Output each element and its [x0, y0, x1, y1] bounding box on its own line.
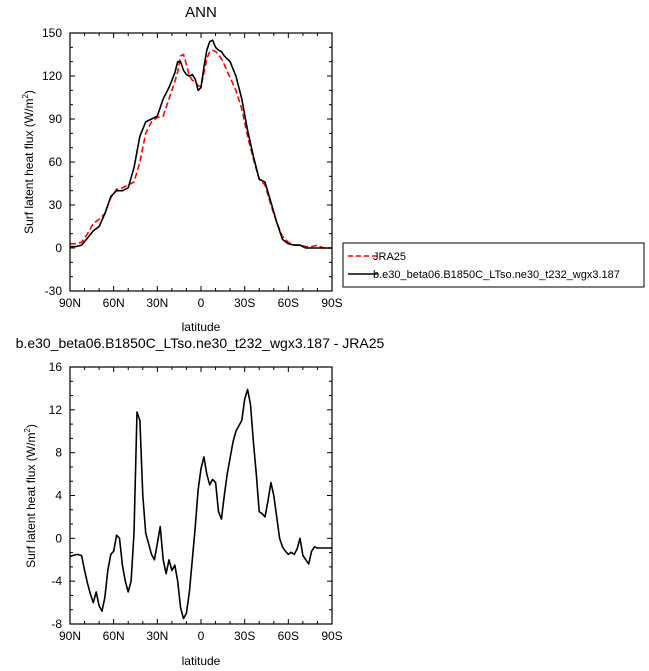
- top-y-axis-label: Surf latent heat flux (W/m2): [21, 90, 36, 234]
- top-y-tick-label: -30: [45, 284, 63, 298]
- bottom-y-axis-label: Surf latent heat flux (W/m2): [23, 424, 38, 568]
- legend-box: [342, 242, 645, 288]
- top-y-tick-label: 120: [42, 69, 62, 83]
- top-y-axis-label-close: ): [22, 90, 36, 94]
- top-y-tick-label: 30: [49, 198, 63, 212]
- bottom-y-axis-label-main: Surf latent heat flux (W/m: [24, 433, 38, 568]
- top-plot-frame: [69, 32, 333, 292]
- bottom-y-tick-label: 0: [55, 531, 62, 545]
- top-chart-title: ANN: [185, 4, 217, 21]
- bottom-plot-frame: [69, 366, 333, 625]
- top-panel: ANN 90N 60N 30N 0 30S 60S 90S-300306090120150 …: [21, 4, 343, 334]
- top-x-axis-label: latitude: [182, 320, 221, 334]
- bottom-x-tick-label: 90N: [59, 629, 81, 643]
- bottom-series-line-difference: [69, 388, 332, 620]
- top-x-tick-label: 60N: [103, 296, 125, 310]
- top-x-tick-label: 90S: [321, 296, 342, 310]
- bottom-x-tick-label: 30N: [146, 629, 168, 643]
- bottom-y-tick-label: 4: [55, 489, 62, 503]
- top-y-axis-label-main: Surf latent heat flux (W/m: [22, 99, 36, 234]
- bottom-chart-title: b.e30_beta06.B1850C_LTso.ne30_t232_wgx3.…: [16, 335, 385, 351]
- top-y-tick-label: 60: [49, 155, 63, 169]
- top-x-tick-label: 30N: [146, 296, 168, 310]
- top-x-tick-label: 30S: [234, 296, 255, 310]
- top-y-axis-label-sup: 2: [21, 94, 30, 99]
- bottom-x-tick-label: 60S: [278, 629, 299, 643]
- bottom-y-tick-label: 8: [55, 446, 62, 460]
- legend: JRA25 b.e30_beta06.B1850C_LTso.ne30_t232…: [342, 242, 645, 288]
- legend-label-model: b.e30_beta06.B1850C_LTso.ne30_t232_wgx3.…: [373, 269, 620, 281]
- top-x-tick-label: 0: [198, 296, 205, 310]
- legend-label-jra25: JRA25: [373, 251, 406, 263]
- top-x-tick-label: 60S: [278, 296, 299, 310]
- bottom-y-axis-label-sup: 2: [23, 428, 32, 433]
- top-series-line-jra25: [70, 49, 332, 249]
- bottom-panel: b.e30_beta06.B1850C_LTso.ne30_t232_wgx3.…: [16, 335, 385, 668]
- top-series-line-b-e30-beta06-b1850c-ltso-ne30-t232-wgx3-187: [70, 39, 332, 249]
- bottom-y-tick-label: 12: [49, 403, 63, 417]
- bottom-y-axis-label-close: ): [24, 424, 38, 428]
- top-y-tick-label: 90: [49, 112, 63, 126]
- bottom-x-tick-label: 60N: [103, 629, 125, 643]
- top-x-tick-label: 90N: [59, 296, 81, 310]
- bottom-y-tick-label: -4: [51, 574, 62, 588]
- bottom-x-tick-label: 0: [198, 629, 205, 643]
- bottom-x-tick-label: 90S: [321, 629, 342, 643]
- bottom-x-tick-label: 30S: [234, 629, 255, 643]
- top-y-tick-label: 150: [42, 26, 62, 40]
- top-y-tick-label: 0: [55, 241, 62, 255]
- bottom-x-axis-label: latitude: [182, 654, 221, 668]
- bottom-y-tick-label: 16: [49, 360, 63, 374]
- bottom-y-tick-label: -8: [51, 617, 62, 631]
